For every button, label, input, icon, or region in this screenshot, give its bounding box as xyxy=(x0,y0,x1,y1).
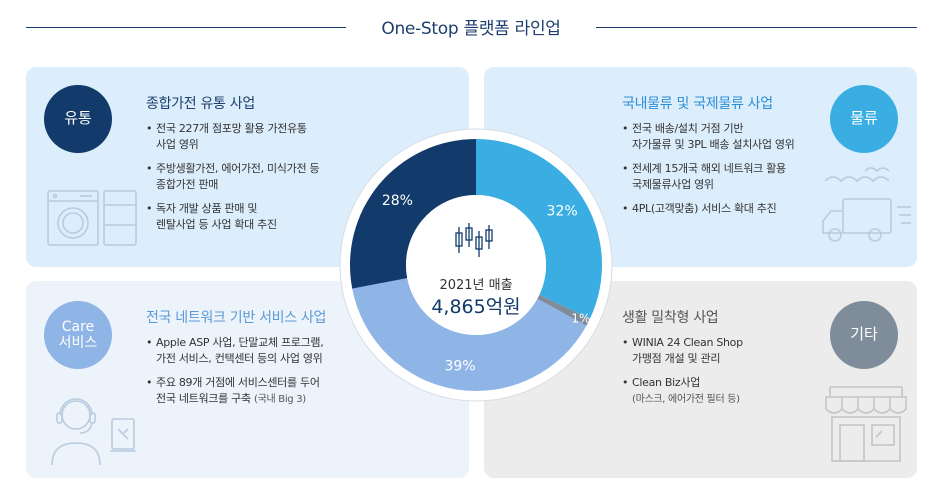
list-item: 독자 개발 상품 판매 및 렌탈사업 등 사업 확대 추진 xyxy=(146,201,366,233)
donut-slice-label: 32% xyxy=(547,203,578,219)
distribution-badge-label: 유통 xyxy=(64,109,92,128)
care-list: Apple ASP 사업, 단말교체 프로그램, 가전 서비스, 컨택센터 등의… xyxy=(146,335,376,416)
logistics-badge-label: 물류 xyxy=(850,109,878,128)
donut-slice-label: 39% xyxy=(444,359,475,375)
distribution-list: 전국 227개 점포망 활용 가전유통 사업 영위 주방생활가전, 에어가전, … xyxy=(146,121,366,241)
list-item-text: Clean Biz사업 xyxy=(632,376,701,389)
list-item: 4PL(고객맞춤) 서비스 확대 추진 xyxy=(622,201,832,217)
other-badge: 기타 xyxy=(830,301,898,369)
list-item: 전국 배송/설치 거점 기반 자가물류 및 3PL 배송 설치사업 영위 xyxy=(622,121,832,153)
donut-slice-label: 28% xyxy=(382,193,413,209)
headset-agent-icon xyxy=(51,398,136,466)
header-rule-right xyxy=(596,27,917,28)
distribution-badge: 유통 xyxy=(44,85,112,153)
logistics-badge: 물류 xyxy=(830,85,898,153)
revenue-donut-chart: 32% 1% 39% 28% 2021년 매출 4,865억원 xyxy=(338,127,614,403)
other-badge-label: 기타 xyxy=(850,325,878,344)
other-title: 생활 밀착형 사업 xyxy=(622,310,719,326)
donut-hole xyxy=(406,195,546,335)
distribution-title: 종합가전 유통 사업 xyxy=(146,96,255,112)
list-item: 전국 227개 점포망 활용 가전유통 사업 영위 xyxy=(146,121,366,153)
logistics-title: 국내물류 및 국제물류 사업 xyxy=(622,96,773,112)
list-item: 주방생활가전, 에어가전, 미식가전 등 종합가전 판매 xyxy=(146,161,366,193)
donut-slice xyxy=(350,139,476,289)
donut-labels: 32% 1% 39% 28% xyxy=(382,193,591,375)
list-item: 전세계 15개국 해외 네트워크 활용 국제물류사업 영위 xyxy=(622,161,832,193)
donut-slice-label: 1% xyxy=(571,311,590,325)
list-item: 주요 89개 거점에 서비스센터를 두어 전국 네트워크를 구축 (국내 Big… xyxy=(146,375,376,408)
donut-center-label: 2021년 매출 xyxy=(439,278,512,293)
candlestick-chart-icon xyxy=(455,223,493,257)
donut-slice xyxy=(352,278,587,392)
list-item: Apple ASP 사업, 단말교체 프로그램, 가전 서비스, 컨택센터 등의… xyxy=(146,335,376,367)
donut-slice xyxy=(537,294,591,326)
donut-svg: 32% 1% 39% 28% 2021년 매출 4,865억원 xyxy=(339,128,613,402)
list-item-text: 주요 89개 거점에 서비스센터를 두어 전국 네트워크를 구축 xyxy=(156,376,320,405)
other-list: WINIA 24 Clean Shop 가맹점 개설 및 관리 Clean Bi… xyxy=(622,335,822,416)
care-title: 전국 네트워크 기반 서비스 사업 xyxy=(146,310,327,326)
logistics-list: 전국 배송/설치 거점 기반 자가물류 및 3PL 배송 설치사업 영위 전세계… xyxy=(622,121,832,225)
storefront-icon xyxy=(825,386,907,462)
donut-center-value: 4,865억원 xyxy=(431,296,520,318)
care-badge-label: Care 서비스 xyxy=(58,318,98,351)
list-item-note: (국내 Big 3) xyxy=(253,394,306,405)
donut-slices xyxy=(350,139,602,392)
list-item-note: (마스크, 에어가전 필터 등) xyxy=(632,394,740,405)
truck-icon xyxy=(822,167,911,242)
list-item: Clean Biz사업 (마스크, 에어가전 필터 등) xyxy=(622,375,822,408)
care-badge: Care 서비스 xyxy=(44,301,112,369)
donut-slice xyxy=(476,139,602,319)
page-title: One-Stop 플랫폼 라인업 xyxy=(381,19,561,39)
list-item: WINIA 24 Clean Shop 가맹점 개설 및 관리 xyxy=(622,335,822,367)
washer-icon xyxy=(47,190,137,246)
header-rule-left xyxy=(26,27,346,28)
